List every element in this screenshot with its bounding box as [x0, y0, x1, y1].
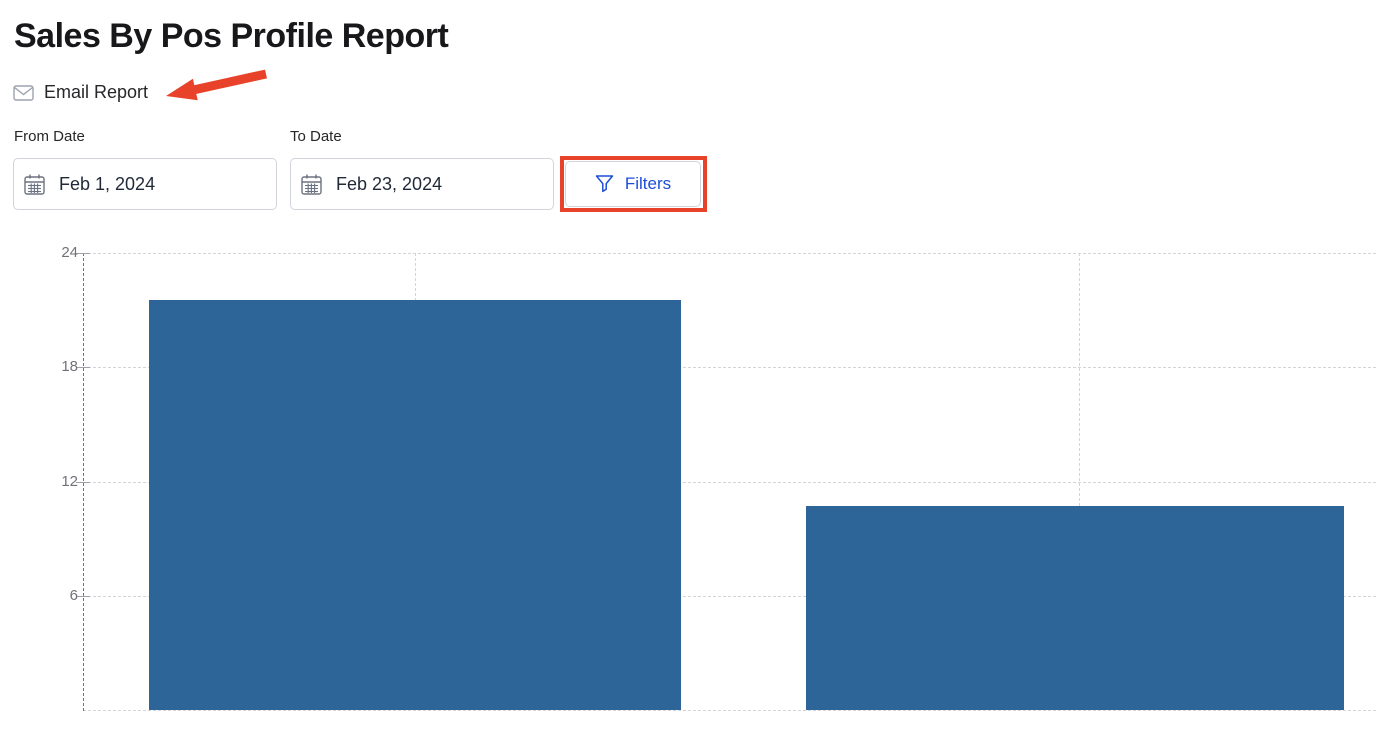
- from-date-value: Feb 1, 2024: [59, 173, 156, 194]
- page-title: Sales By Pos Profile Report: [14, 17, 449, 55]
- calendar-icon: [301, 174, 322, 195]
- to-date-value: Feb 23, 2024: [336, 173, 443, 194]
- filters-button-label: Filters: [624, 174, 672, 193]
- y-axis-tick-label: 18: [61, 358, 78, 375]
- y-axis-tick: [76, 482, 90, 483]
- filters-button[interactable]: Filters: [565, 161, 701, 207]
- from-date-label: From Date: [14, 128, 85, 145]
- from-date-input[interactable]: Feb 1, 2024: [13, 158, 277, 210]
- gridline-category-2: [1079, 253, 1080, 711]
- y-axis-tick: [76, 253, 90, 254]
- calendar-icon: [24, 174, 45, 195]
- y-axis-tick-label: 6: [69, 587, 78, 604]
- annotation-arrow-icon: [166, 69, 267, 101]
- y-axis-tick: [76, 367, 90, 368]
- gridline-12: [83, 482, 1376, 483]
- funnel-icon: [595, 175, 614, 193]
- gridline-baseline: [83, 710, 1376, 711]
- gridline-18: [83, 367, 1376, 368]
- bar-series-2[interactable]: [806, 506, 1344, 710]
- gridline-24: [83, 253, 1376, 254]
- to-date-label: To Date: [290, 128, 342, 145]
- y-axis-tick-label: 24: [61, 244, 78, 261]
- email-report-label: Email Report: [44, 82, 149, 102]
- to-date-input[interactable]: Feb 23, 2024: [290, 158, 554, 210]
- gridline-6: [83, 596, 1376, 597]
- y-axis-tick-label: 12: [61, 473, 78, 490]
- envelope-icon: [13, 84, 34, 101]
- bar-series-1[interactable]: [149, 300, 681, 710]
- email-report-button[interactable]: Email Report: [13, 82, 148, 103]
- y-axis-tick: [76, 596, 90, 597]
